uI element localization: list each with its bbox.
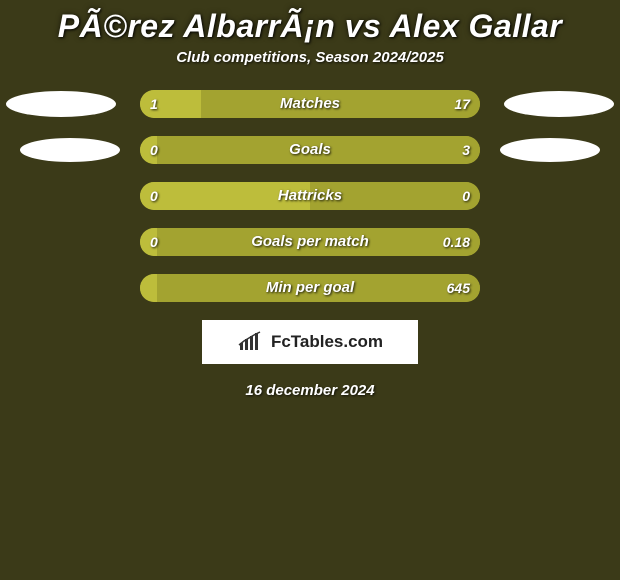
stat-bar-goals-per-match: 0 Goals per match 0.18	[140, 228, 480, 256]
stat-bar-matches: 1 Matches 17	[140, 90, 480, 118]
stat-value-right: 645	[437, 274, 480, 302]
stat-label: Min per goal	[140, 274, 480, 302]
branding-text: FcTables.com	[271, 332, 383, 352]
player-avatar-right	[504, 91, 614, 117]
branding-box: FcTables.com	[202, 320, 418, 364]
stat-row: 1 Matches 17	[0, 90, 620, 118]
stat-label: Goals per match	[140, 228, 480, 256]
page-title: PÃ©rez AlbarrÃ¡n vs Alex Gallar	[0, 0, 620, 49]
stat-label: Goals	[140, 136, 480, 164]
player-avatar-left	[20, 138, 120, 162]
player-avatar-right	[500, 138, 600, 162]
stat-bar-min-per-goal: Min per goal 645	[140, 274, 480, 302]
stat-row: 0 Hattricks 0	[0, 182, 620, 210]
stat-value-right: 3	[452, 136, 480, 164]
stat-label: Matches	[140, 90, 480, 118]
stat-row: 0 Goals per match 0.18	[0, 228, 620, 256]
stat-bar-goals: 0 Goals 3	[140, 136, 480, 164]
stat-value-right: 0	[452, 182, 480, 210]
stat-value-right: 0.18	[433, 228, 480, 256]
subtitle: Club competitions, Season 2024/2025	[0, 49, 620, 90]
stat-bar-hattricks: 0 Hattricks 0	[140, 182, 480, 210]
chart-icon	[237, 331, 265, 353]
player-avatar-left	[6, 91, 116, 117]
date-text: 16 december 2024	[0, 382, 620, 399]
stat-label: Hattricks	[140, 182, 480, 210]
stat-value-right: 17	[444, 90, 480, 118]
stat-row: Min per goal 645	[0, 274, 620, 302]
stat-row: 0 Goals 3	[0, 136, 620, 164]
